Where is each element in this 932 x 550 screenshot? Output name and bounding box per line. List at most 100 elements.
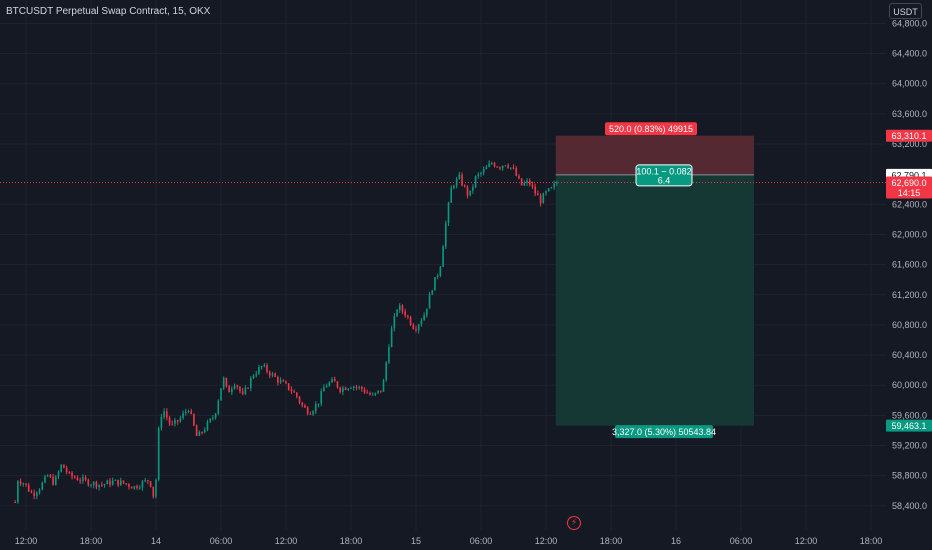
- candle-body: [95, 481, 98, 488]
- candle: [203, 427, 206, 434]
- candle: [266, 363, 268, 374]
- candle: [44, 474, 46, 484]
- candle: [76, 475, 79, 481]
- candle: [241, 387, 244, 396]
- candle: [509, 167, 512, 170]
- candle-body: [398, 305, 401, 311]
- candle-body: [179, 418, 182, 422]
- candle: [385, 361, 388, 382]
- candle: [54, 474, 57, 486]
- candle: [128, 483, 130, 490]
- candle: [331, 377, 333, 383]
- candle: [534, 183, 536, 197]
- candle-body: [458, 174, 461, 179]
- candle-body: [499, 167, 501, 169]
- target-info-label-bg: [615, 425, 713, 439]
- candle: [507, 163, 509, 169]
- candle-body: [25, 483, 27, 485]
- candle-body: [73, 476, 76, 478]
- candle-body: [526, 180, 528, 183]
- candle-body: [14, 502, 16, 504]
- target-info-label: 3,327.0 (5.30%) 50543.84: [612, 425, 716, 439]
- candle-body: [119, 480, 122, 486]
- price-axis: 64,800.0 64,400.0 64,000.0 63,600.0 63,200.0…: [892, 18, 927, 510]
- candle: [344, 386, 347, 391]
- candle: [268, 370, 271, 379]
- candle: [412, 322, 415, 330]
- candle: [111, 477, 114, 486]
- candle: [27, 482, 30, 492]
- candle: [455, 176, 458, 189]
- price-tick-label: 61,200.0: [892, 290, 927, 300]
- candle-body: [130, 486, 133, 489]
- time-tick-label: 14: [151, 536, 161, 546]
- candle-body: [255, 373, 258, 376]
- candle-body: [233, 385, 236, 389]
- candle-body: [84, 477, 87, 480]
- candle: [428, 291, 431, 309]
- candle: [528, 178, 531, 187]
- candle-body: [537, 193, 539, 196]
- candle: [542, 192, 545, 204]
- candle-body: [444, 223, 447, 247]
- candle-body: [396, 310, 398, 316]
- candle-body: [312, 411, 314, 415]
- candle-body: [138, 487, 141, 489]
- candle-body: [336, 381, 339, 388]
- candle: [101, 481, 103, 487]
- candle: [491, 161, 493, 165]
- time-tick-label: 12:00: [15, 536, 38, 546]
- candle: [220, 388, 222, 401]
- candle-body: [263, 365, 266, 367]
- candle-body: [393, 315, 396, 329]
- price-tick-label: 60,800.0: [892, 320, 927, 330]
- candle-body: [247, 387, 249, 389]
- candle-body: [203, 429, 206, 433]
- candle-body: [176, 420, 179, 422]
- stop-price-tag-text: 63,310.1: [891, 131, 926, 141]
- candle-body: [504, 165, 507, 167]
- candle: [312, 410, 314, 416]
- candle-body: [71, 472, 73, 477]
- candle: [501, 165, 504, 171]
- stop-info-label-text: 520.0 (0.83%) 49915: [609, 124, 693, 134]
- candle: [499, 166, 501, 171]
- candle-body: [333, 379, 336, 382]
- candle-body: [501, 165, 504, 169]
- candle-body: [496, 166, 499, 168]
- candle: [258, 364, 260, 375]
- candle: [296, 392, 298, 399]
- candle: [463, 184, 466, 188]
- candle-body: [363, 389, 366, 393]
- time-tick-label: 15: [411, 536, 421, 546]
- currency-button[interactable]: USDT: [889, 3, 922, 19]
- candle-body: [545, 191, 547, 194]
- candle-body: [304, 405, 306, 408]
- candle-body: [33, 492, 35, 496]
- candle-body: [49, 475, 52, 477]
- lightning-replay-icon[interactable]: ⚡: [567, 516, 581, 530]
- candle: [190, 408, 193, 415]
- candle: [179, 415, 182, 423]
- candle: [537, 190, 539, 196]
- candle: [347, 388, 350, 391]
- candle-body: [442, 246, 444, 267]
- candle-body: [103, 484, 106, 486]
- candle: [350, 386, 352, 389]
- price-tick-label: 64,000.0: [892, 79, 927, 89]
- candle: [361, 386, 363, 392]
- candle: [547, 187, 550, 192]
- candle: [60, 464, 63, 473]
- candle: [239, 386, 241, 394]
- candle: [49, 474, 52, 479]
- candle: [550, 186, 553, 189]
- candle-body: [469, 190, 471, 196]
- candle: [95, 480, 98, 490]
- candle-body: [515, 168, 518, 176]
- candle: [82, 474, 84, 484]
- candle: [144, 477, 146, 483]
- candle-body: [63, 464, 65, 468]
- price-tick-label: 62,000.0: [892, 229, 927, 239]
